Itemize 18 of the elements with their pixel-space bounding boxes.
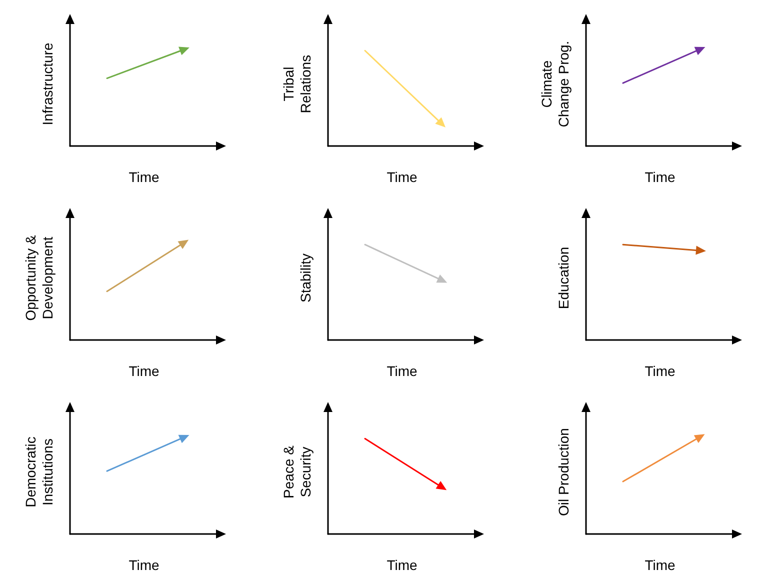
y-axis-title: Democratic Institutions bbox=[22, 436, 56, 508]
x-axis-title: Time bbox=[386, 557, 418, 573]
x-axis-title: Time bbox=[644, 557, 676, 573]
x-axis-title: Time bbox=[128, 169, 160, 185]
y-axis-title: Peace & Security bbox=[280, 444, 314, 498]
x-axis-title: Time bbox=[644, 169, 676, 185]
x-axis-title: Time bbox=[386, 363, 418, 379]
y-axis-title: Infrastructure bbox=[40, 42, 56, 126]
y-axis-title: Education bbox=[556, 246, 572, 310]
x-axis-title: Time bbox=[128, 557, 160, 573]
y-axis-title: Stability bbox=[298, 253, 314, 303]
y-axis-title: Tribal Relations bbox=[280, 54, 314, 114]
y-axis-title: Oil Production bbox=[556, 428, 572, 516]
x-axis-title: Time bbox=[128, 363, 160, 379]
x-axis-title: Time bbox=[386, 169, 418, 185]
y-axis-title: Opportunity & Development bbox=[22, 234, 56, 321]
y-axis-title: Climate Change Prog. bbox=[538, 40, 572, 128]
x-axis-title: Time bbox=[644, 363, 676, 379]
